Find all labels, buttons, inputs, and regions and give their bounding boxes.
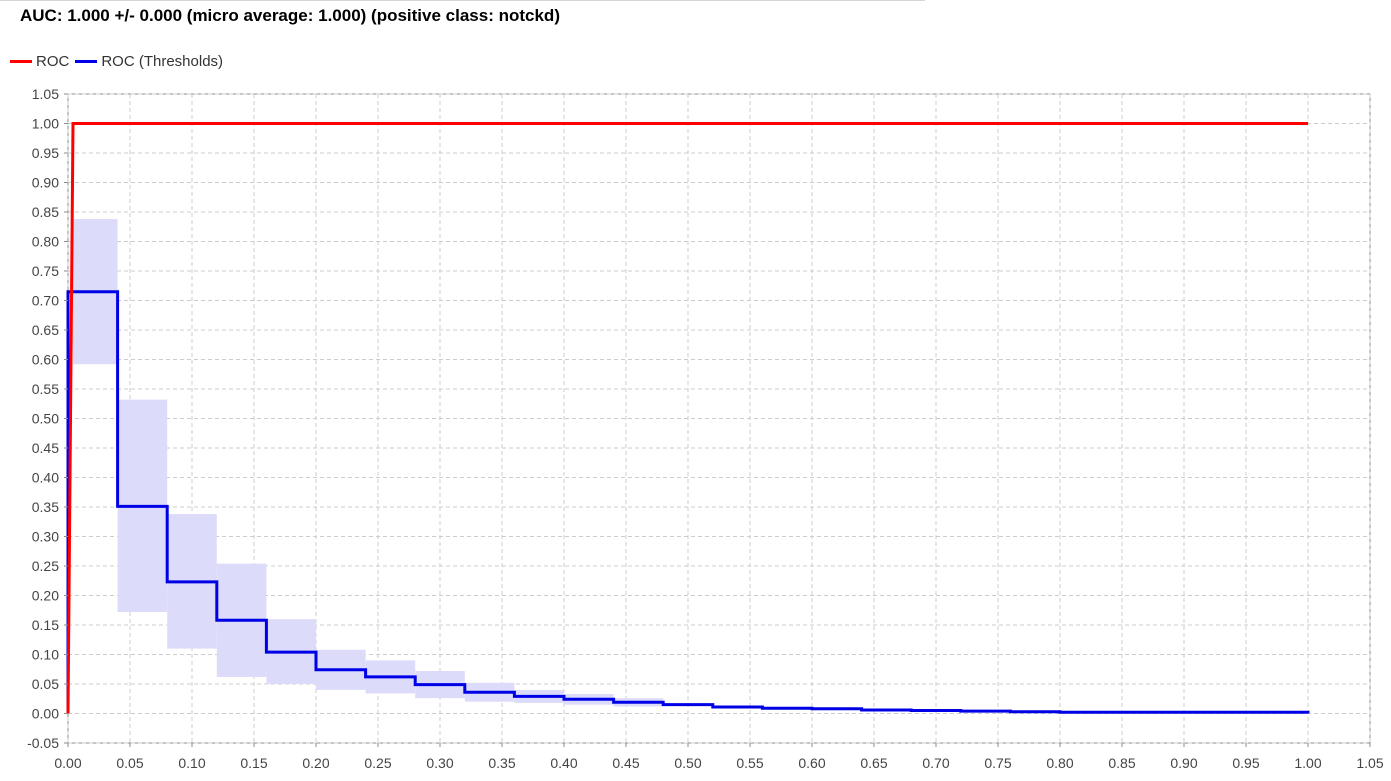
y-tick-label-20: 0.95 [32, 145, 59, 161]
legend-item-roc-thresholds[interactable]: ROC (Thresholds) [75, 53, 223, 70]
x-tick-label-13: 0.65 [860, 755, 887, 771]
x-tick-label-17: 0.85 [1108, 755, 1135, 771]
y-tick-label-5: 0.20 [32, 588, 59, 604]
x-tick-label-14: 0.70 [922, 755, 949, 771]
x-tick-label-7: 0.35 [488, 755, 515, 771]
y-tick-label-11: 0.50 [32, 411, 59, 427]
series-line-roc-thresholds[interactable] [66, 290, 1310, 714]
x-tick-label-18: 0.90 [1170, 755, 1197, 771]
x-tick-label-21: 1.05 [1356, 755, 1383, 771]
x-tick-label-6: 0.30 [426, 755, 453, 771]
chart-title: AUC: 1.000 +/- 0.000 (micro average: 1.0… [20, 6, 560, 25]
y-tick-label-15: 0.70 [32, 293, 59, 309]
y-tick-label-1: 0.00 [32, 706, 59, 722]
y-tick-label-2: 0.05 [32, 676, 59, 692]
x-tick-label-15: 0.75 [984, 755, 1011, 771]
x-tick-label-11: 0.55 [736, 755, 763, 771]
y-tick-label-4: 0.15 [32, 617, 59, 633]
legend-label-roc-thresholds: ROC (Thresholds) [101, 53, 224, 70]
y-tick-label-18: 0.85 [32, 204, 59, 220]
series-line-roc[interactable] [66, 122, 1308, 714]
y-tick-label-10: 0.45 [32, 440, 59, 456]
x-tick-label-8: 0.40 [550, 755, 577, 771]
legend: ROC ROC (Thresholds) [10, 53, 229, 70]
legend-swatch-roc [10, 60, 32, 63]
y-axis-ticks: -0.05 0.00 0.05 0.10 0.15 0.20 0.25 0.30 0.35 0.4… [27, 86, 68, 751]
x-tick-label-16: 0.80 [1046, 755, 1073, 771]
legend-item-roc[interactable]: ROC [10, 53, 69, 70]
y-tick-label-9: 0.40 [32, 470, 59, 486]
y-tick-label-0: -0.05 [27, 735, 59, 751]
y-tick-label-17: 0.80 [32, 234, 59, 250]
x-tick-label-5: 0.25 [364, 755, 391, 771]
top-rule [0, 0, 925, 1]
legend-swatch-roc-thresholds [75, 60, 98, 63]
y-tick-label-16: 0.75 [32, 263, 59, 279]
x-tick-label-9: 0.45 [612, 755, 639, 771]
x-tick-label-20: 1.00 [1294, 755, 1321, 771]
x-tick-label-12: 0.60 [798, 755, 825, 771]
x-axis-ticks: 0.00 0.05 0.10 0.15 0.20 0.25 0.30 0.35 0.40 0.45… [54, 743, 1384, 771]
x-tick-label-3: 0.15 [240, 755, 267, 771]
y-tick-label-21: 1.00 [32, 116, 59, 132]
y-tick-label-14: 0.65 [32, 322, 59, 338]
y-tick-label-22: 1.05 [32, 86, 59, 102]
y-tick-label-6: 0.25 [32, 558, 59, 574]
y-tick-label-12: 0.55 [32, 381, 59, 397]
y-tick-label-19: 0.90 [32, 175, 59, 191]
series-lines [66, 122, 1310, 714]
y-tick-label-3: 0.10 [32, 647, 59, 663]
x-tick-label-1: 0.05 [116, 755, 143, 771]
x-tick-label-4: 0.20 [302, 755, 329, 771]
y-tick-label-13: 0.60 [32, 352, 59, 368]
x-tick-label-2: 0.10 [178, 755, 205, 771]
x-tick-label-0: 0.00 [54, 755, 81, 771]
legend-label-roc: ROC [36, 53, 70, 70]
y-tick-label-7: 0.30 [32, 529, 59, 545]
x-tick-label-19: 0.95 [1232, 755, 1259, 771]
y-tick-label-8: 0.35 [32, 499, 59, 515]
x-tick-label-10: 0.50 [674, 755, 701, 771]
